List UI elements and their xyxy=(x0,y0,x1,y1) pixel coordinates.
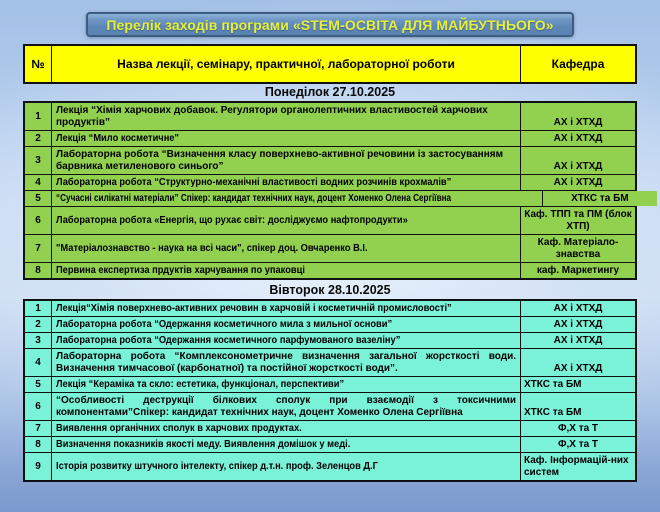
section-day-monday: Понеділок 27.10.2025 xyxy=(264,85,396,99)
row-num: 5 xyxy=(25,191,51,206)
table-header: № Назва лекції, семінару, практичної, ла… xyxy=(23,44,637,84)
row-dept: АХ і ХТХД xyxy=(520,131,635,146)
row-num: 1 xyxy=(25,301,51,316)
row-dept: Ф,Х та Т xyxy=(520,421,635,436)
row-num: 6 xyxy=(25,207,51,234)
row-dept: АХ і ХТХД xyxy=(520,349,635,376)
row-title: Первина експертиза прдуктів харчування п… xyxy=(51,263,520,278)
row-dept: ХТКС та БМ xyxy=(541,191,657,206)
table-row: 8 Визначення показників якості меду. Вия… xyxy=(25,436,635,452)
row-dept: Каф. Матеріало-знавства xyxy=(520,235,635,262)
table-row: 7 "Матеріалознавство - наука на всі часи… xyxy=(25,234,635,262)
row-dept: Ф,Х та Т xyxy=(520,437,635,452)
table-row: 5 “Сучасні силікатні матеріали” Спікер: … xyxy=(25,190,657,206)
row-num: 8 xyxy=(25,263,51,278)
row-dept: АХ і ХТХД xyxy=(520,147,635,174)
tuesday-table: 1 Лекція“Хімія поверхнево-активних речов… xyxy=(23,299,637,482)
row-dept: ХТКС та БМ xyxy=(520,393,635,420)
row-title: Лабораторна робота “Одержання косметично… xyxy=(51,333,520,348)
row-dept: ХТКС та БМ xyxy=(520,377,635,392)
row-dept: АХ і ХТХД xyxy=(520,103,635,130)
page-title-text: Перелік заходів програми «STEM-ОСВІТА ДЛ… xyxy=(106,16,554,33)
row-title: Лабораторна робота «Енергія, що рухає св… xyxy=(51,207,520,234)
row-num: 4 xyxy=(25,349,51,376)
table-row: 2 Лабораторна робота “Одержання косметич… xyxy=(25,316,635,332)
row-num: 8 xyxy=(25,437,51,452)
header-num-cell: № xyxy=(25,46,51,82)
row-num: 9 xyxy=(25,453,51,480)
row-num: 7 xyxy=(25,235,51,262)
table-row: 1 Лекція“Хімія поверхнево-активних речов… xyxy=(25,301,635,316)
table-row: 6 “Особливості деструкції білкових сполу… xyxy=(25,392,635,420)
page-title: Перелік заходів програми «STEM-ОСВІТА ДЛ… xyxy=(86,12,574,37)
row-title: Визначення показників якості меду. Виявл… xyxy=(51,437,520,452)
row-dept: каф. Маркетингу xyxy=(520,263,635,278)
header-dept-cell: Кафедра xyxy=(520,46,635,82)
row-num: 3 xyxy=(25,333,51,348)
row-dept: Каф. Інформацій-них систем xyxy=(520,453,635,480)
row-num: 5 xyxy=(25,377,51,392)
row-dept: Каф. ТПП та ПМ (блок ХТП) xyxy=(520,207,635,234)
table-row: 8 Первина експертиза прдуктів харчування… xyxy=(25,262,635,278)
row-title: Виявлення органічних сполук в харчових п… xyxy=(51,421,520,436)
row-num: 2 xyxy=(25,131,51,146)
table-row: 7 Виявлення органічних сполук в харчових… xyxy=(25,420,635,436)
row-title: Історія розвитку штучного інтелекту, спі… xyxy=(51,453,520,480)
table-header-row: № Назва лекції, семінару, практичної, ла… xyxy=(25,46,635,82)
row-title: Лабораторна робота “Структурно-механічні… xyxy=(51,175,520,190)
table-row: 4 Лабораторна робота “Комплексонометричн… xyxy=(25,348,635,376)
table-row: 4 Лабораторна робота “Структурно-механіч… xyxy=(25,174,635,190)
row-num: 4 xyxy=(25,175,51,190)
row-num: 3 xyxy=(25,147,51,174)
row-title: Лекція “Мило косметичне" xyxy=(51,131,520,146)
row-title: Лабораторна робота “Визначення класу пов… xyxy=(51,147,520,174)
table-row: 1 Лекція “Хімія харчових добавок. Регуля… xyxy=(25,103,635,130)
row-title: “Особливості деструкції білкових сполук … xyxy=(51,393,520,420)
row-title: Лабораторна робота “Комплексонометричне … xyxy=(51,349,520,376)
section-day-tuesday: Вівторок 28.10.2025 xyxy=(269,283,391,297)
row-title: Лекція “Кераміка та скло: естетика, функ… xyxy=(51,377,520,392)
table-row: 9 Історія розвитку штучного інтелекту, с… xyxy=(25,452,635,480)
row-title: “Сучасні силікатні матеріали” Спікер: ка… xyxy=(51,191,542,206)
row-dept: АХ і ХТХД xyxy=(520,317,635,332)
row-title: Лабораторна робота “Одержання косметично… xyxy=(51,317,520,332)
table-row: 3 Лабораторна робота “Одержання косметич… xyxy=(25,332,635,348)
table-row: 3 Лабораторна робота “Визначення класу п… xyxy=(25,146,635,174)
row-num: 1 xyxy=(25,103,51,130)
table-row: 2 Лекція “Мило косметичне" АХ і ХТХД xyxy=(25,130,635,146)
header-name-cell: Назва лекції, семінару, практичної, лабо… xyxy=(51,46,520,82)
row-dept: АХ і ХТХД xyxy=(520,175,635,190)
row-dept: АХ і ХТХД xyxy=(520,333,635,348)
row-num: 6 xyxy=(25,393,51,420)
row-title: "Матеріалознавство - наука на всі часи",… xyxy=(51,235,520,262)
slide: Перелік заходів програми «STEM-ОСВІТА ДЛ… xyxy=(0,12,660,512)
row-num: 2 xyxy=(25,317,51,332)
row-num: 7 xyxy=(25,421,51,436)
monday-table: 1 Лекція “Хімія харчових добавок. Регуля… xyxy=(23,101,657,280)
table-row: 6 Лабораторна робота «Енергія, що рухає … xyxy=(25,206,635,234)
row-dept: АХ і ХТХД xyxy=(520,301,635,316)
table-row: 5 Лекція “Кераміка та скло: естетика, фу… xyxy=(25,376,635,392)
row-title: Лекція “Хімія харчових добавок. Регулято… xyxy=(51,103,520,130)
row-title: Лекція“Хімія поверхнево-активних речовин… xyxy=(51,301,520,316)
